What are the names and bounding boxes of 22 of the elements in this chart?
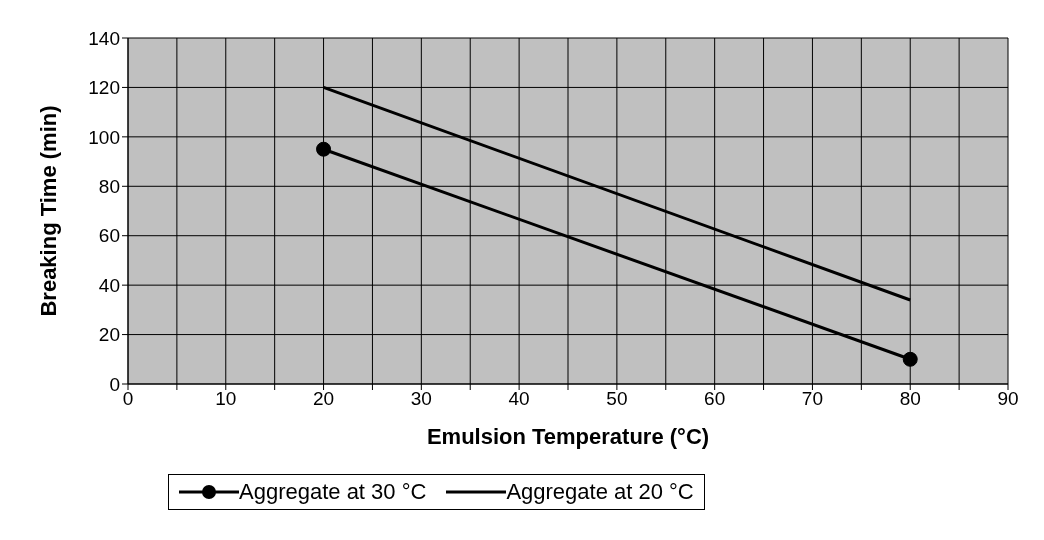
y-tick-label: 100: [88, 126, 120, 148]
y-axis-title: Breaking Time (min): [35, 105, 61, 317]
y-tick-label: 0: [109, 373, 120, 395]
legend-label: Aggregate at 30 °C: [239, 479, 427, 505]
x-tick-label: 40: [508, 388, 530, 410]
x-tick-label: 60: [704, 388, 726, 410]
y-tick-label: 120: [88, 77, 120, 99]
y-tick-label: 80: [98, 176, 120, 198]
legend-label: Aggregate at 20 °C: [506, 479, 694, 505]
x-tick-label: 80: [899, 388, 921, 410]
y-tick-label: 60: [98, 225, 120, 247]
y-tick-label: 140: [88, 27, 120, 49]
y-tick-label: 40: [98, 274, 120, 296]
y-tick-label: 20: [98, 324, 120, 346]
x-tick-label: 10: [215, 388, 237, 410]
x-tick-label: 90: [997, 388, 1019, 410]
x-tick-label: 30: [410, 388, 432, 410]
x-tick-label: 0: [122, 388, 134, 410]
x-tick-label: 50: [606, 388, 628, 410]
x-tick-label: 20: [312, 388, 335, 410]
x-tick-label: 70: [801, 388, 824, 410]
x-axis-title: Emulsion Temperature (°C): [426, 424, 710, 449]
